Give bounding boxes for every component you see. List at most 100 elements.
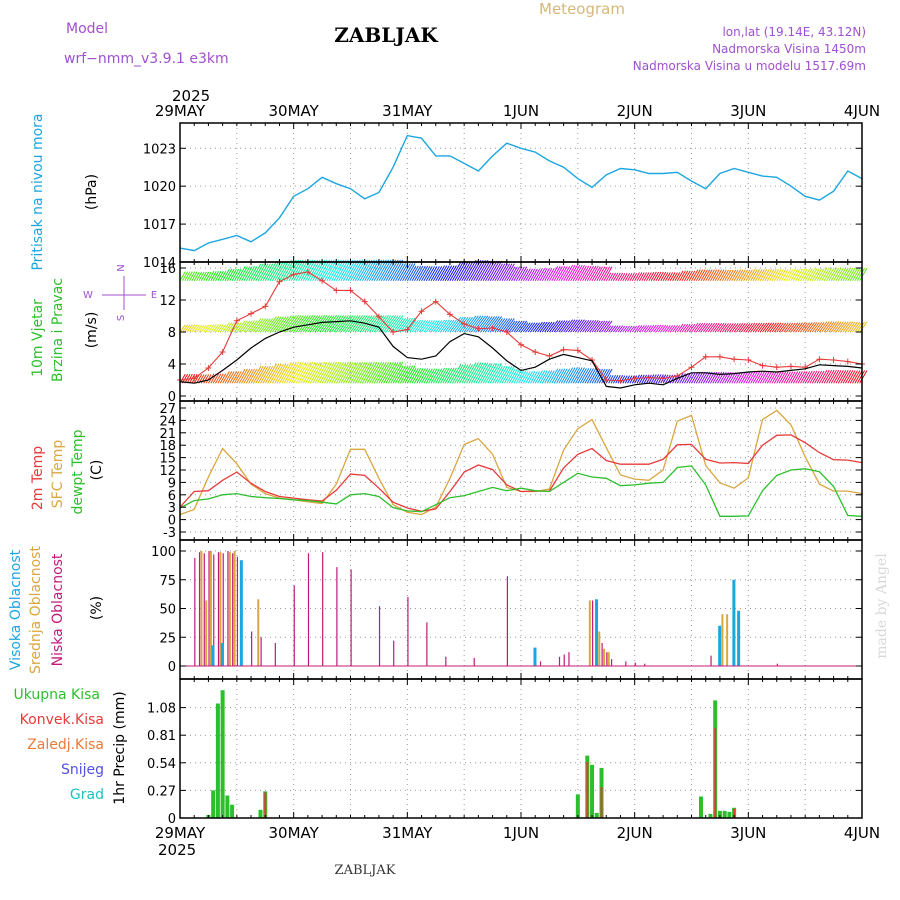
wind-barb xyxy=(560,320,571,333)
cloud-bar xyxy=(726,614,729,666)
wind-barb xyxy=(688,373,696,384)
wind-gust-marker xyxy=(745,357,752,363)
wind-barb xyxy=(437,367,448,384)
y-tick-label: 12 xyxy=(159,464,176,479)
wind-barb xyxy=(620,272,626,282)
precip-bar xyxy=(264,792,267,818)
wind-barb xyxy=(721,269,729,282)
wind-barb xyxy=(444,367,455,384)
wind-gust-marker xyxy=(418,308,425,315)
wind-barb xyxy=(799,371,808,384)
wind-barb xyxy=(579,265,590,282)
wind-barb xyxy=(740,269,749,282)
wind-barb xyxy=(762,268,770,282)
wind-barb xyxy=(321,259,335,282)
wind-barb xyxy=(830,267,840,282)
wind-barb xyxy=(496,263,508,282)
x-day-label-top: 1JUN xyxy=(503,102,539,120)
wind-barb xyxy=(297,362,311,384)
wind-barb xyxy=(693,322,701,333)
wind-barb xyxy=(679,270,686,282)
wind-barb xyxy=(485,363,498,384)
wind-barb xyxy=(691,322,699,333)
wind-barb xyxy=(620,375,626,384)
precip-bar xyxy=(600,787,603,818)
wind-barb xyxy=(378,362,392,384)
wind-barb xyxy=(638,325,645,333)
wind-barb xyxy=(795,322,803,333)
wind-barb xyxy=(430,266,440,282)
wind-barb xyxy=(456,317,469,333)
wind-barb xyxy=(371,362,385,384)
wind-barb xyxy=(558,320,568,333)
wind-barb xyxy=(269,316,282,333)
wind-barb xyxy=(790,371,799,384)
wind-barb xyxy=(281,315,295,333)
precip-bar xyxy=(590,764,595,818)
cloud-bar xyxy=(205,600,208,666)
wind-barb xyxy=(558,266,568,282)
wind-barb xyxy=(814,268,823,282)
wind-barb xyxy=(565,319,576,333)
wind-barb xyxy=(631,272,638,282)
wind-barb xyxy=(501,263,513,282)
wind-gust-marker xyxy=(645,374,652,381)
wind-barb xyxy=(665,374,671,384)
wind-barb xyxy=(620,325,626,333)
wind-barb xyxy=(442,367,453,384)
wind-barb xyxy=(525,268,533,282)
wind-barb xyxy=(629,325,635,333)
wind-barb xyxy=(809,370,818,384)
wind-barb xyxy=(828,369,837,384)
wind-barb xyxy=(818,369,828,384)
wind-barb xyxy=(198,324,205,333)
wind-barb xyxy=(513,320,523,333)
wind-barb xyxy=(733,323,741,333)
wind-barb xyxy=(463,260,477,282)
wind-barb xyxy=(686,323,693,333)
wind-barb xyxy=(665,325,671,333)
wind-barb xyxy=(359,259,373,282)
wind-gust-marker xyxy=(446,311,453,318)
wind-barb xyxy=(546,370,555,384)
wind-barb xyxy=(854,267,863,282)
wind-barb xyxy=(627,272,633,282)
cloud-bar xyxy=(209,551,212,666)
y-tick-label: 0.27 xyxy=(147,784,176,799)
wind-barb xyxy=(541,370,551,384)
wind-barb xyxy=(755,322,763,333)
wind-barb xyxy=(679,323,686,333)
wind-gust-marker xyxy=(574,347,581,354)
wind-barb xyxy=(442,265,453,282)
wind-barb xyxy=(546,268,555,282)
wind-barb xyxy=(515,266,525,282)
wind-barb xyxy=(435,265,445,282)
wind-barb xyxy=(428,368,438,384)
wind-barb xyxy=(795,268,803,282)
wind-barb xyxy=(340,315,354,333)
wind-barb xyxy=(575,367,585,384)
wind-barb xyxy=(449,317,462,333)
wind-barb xyxy=(409,320,419,333)
wind-barb xyxy=(762,322,770,333)
wind-barb xyxy=(245,320,255,333)
wind-barb xyxy=(653,271,660,282)
wind-barb xyxy=(575,264,585,282)
wind-barb xyxy=(605,374,612,384)
wind-barb xyxy=(234,322,242,333)
wind-barb xyxy=(345,315,359,333)
wind-barb xyxy=(570,367,581,384)
station-title: ZABLJAK xyxy=(334,23,438,47)
wind-barb xyxy=(477,260,491,282)
wind-barb xyxy=(191,324,198,333)
wind-barb xyxy=(740,323,749,333)
wind-barb xyxy=(657,271,664,282)
cloud-title-low: Niska Oblacnost xyxy=(50,553,66,666)
wind-barb xyxy=(463,315,477,333)
precip-legend-total: Ukupna Kisa xyxy=(13,687,100,703)
wind-barb xyxy=(565,367,576,384)
wind-barb xyxy=(279,362,292,384)
wind-barb xyxy=(842,267,851,282)
wind-barb xyxy=(264,316,277,333)
